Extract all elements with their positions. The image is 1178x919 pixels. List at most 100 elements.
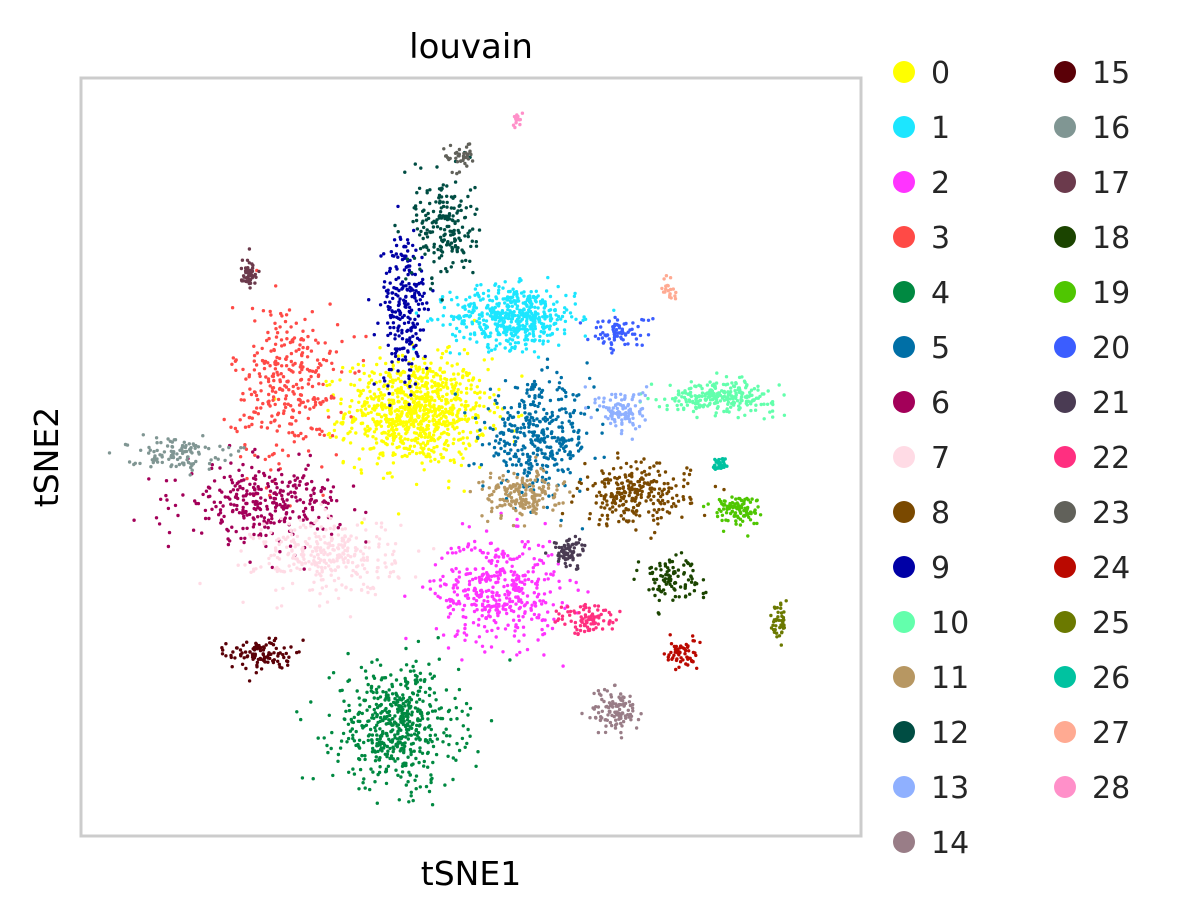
point: [267, 392, 271, 397]
point: [413, 575, 418, 579]
point: [617, 504, 621, 508]
point: [522, 400, 526, 404]
point: [422, 759, 426, 764]
point: [480, 514, 484, 518]
point: [276, 468, 281, 472]
point: [404, 265, 408, 269]
point: [355, 689, 359, 693]
point: [401, 390, 406, 394]
point: [557, 448, 561, 452]
point: [354, 536, 359, 540]
point: [479, 588, 484, 592]
point: [563, 606, 567, 610]
point: [440, 556, 444, 560]
point: [520, 350, 525, 354]
point: [390, 360, 394, 364]
point: [419, 403, 424, 407]
point: [352, 772, 357, 776]
point: [654, 480, 659, 484]
point: [525, 452, 530, 457]
point: [371, 746, 375, 751]
point: [240, 473, 244, 478]
point: [424, 380, 428, 385]
point: [389, 398, 394, 402]
point: [381, 690, 385, 694]
point: [634, 460, 638, 464]
point: [505, 560, 509, 564]
point: [494, 338, 498, 342]
point: [512, 634, 517, 638]
point: [415, 385, 419, 390]
point: [520, 513, 524, 517]
point: [655, 510, 659, 514]
point: [432, 245, 436, 249]
point: [290, 549, 294, 553]
point: [420, 379, 424, 383]
point: [619, 692, 623, 696]
point: [495, 559, 500, 564]
point: [539, 321, 544, 326]
point: [643, 393, 647, 398]
point: [537, 613, 541, 617]
point: [315, 527, 320, 531]
point: [545, 427, 549, 431]
point: [624, 519, 629, 523]
point: [423, 432, 427, 436]
point: [266, 400, 270, 404]
point: [409, 790, 413, 794]
point: [542, 331, 546, 335]
point: [285, 498, 289, 502]
point: [691, 399, 695, 404]
point: [440, 405, 444, 409]
point: [234, 368, 238, 372]
point: [478, 325, 482, 329]
point: [421, 328, 426, 332]
point: [242, 516, 246, 520]
point: [497, 555, 501, 559]
point: [306, 416, 310, 421]
point: [537, 317, 541, 321]
point: [602, 396, 606, 400]
point: [454, 551, 458, 555]
point: [258, 374, 262, 379]
point: [466, 727, 470, 732]
point: [531, 422, 536, 427]
point: [316, 736, 320, 740]
point: [223, 495, 227, 499]
point: [492, 423, 496, 428]
point: [275, 538, 279, 542]
point: [374, 755, 378, 759]
point: [412, 749, 416, 753]
point: [394, 691, 398, 695]
point: [418, 708, 422, 712]
point: [585, 431, 589, 435]
point: [517, 414, 521, 419]
point: [368, 727, 373, 732]
point: [642, 469, 647, 474]
point: [576, 588, 580, 592]
point: [407, 338, 412, 343]
chart-title: louvain: [409, 27, 533, 67]
point: [254, 393, 259, 398]
point: [259, 389, 263, 393]
point: [399, 388, 403, 392]
point: [410, 722, 414, 727]
point: [234, 529, 238, 534]
point: [252, 353, 257, 358]
point: [276, 397, 281, 402]
point: [601, 405, 606, 409]
point: [499, 481, 504, 485]
point: [420, 294, 425, 298]
point: [406, 737, 410, 741]
point: [444, 598, 449, 603]
point: [552, 302, 556, 306]
point: [613, 501, 618, 506]
point: [401, 707, 405, 712]
point: [376, 772, 380, 777]
point: [545, 365, 550, 370]
point: [475, 283, 479, 288]
point: [291, 556, 295, 560]
point: [516, 410, 520, 415]
point: [253, 319, 257, 323]
point: [327, 541, 331, 545]
